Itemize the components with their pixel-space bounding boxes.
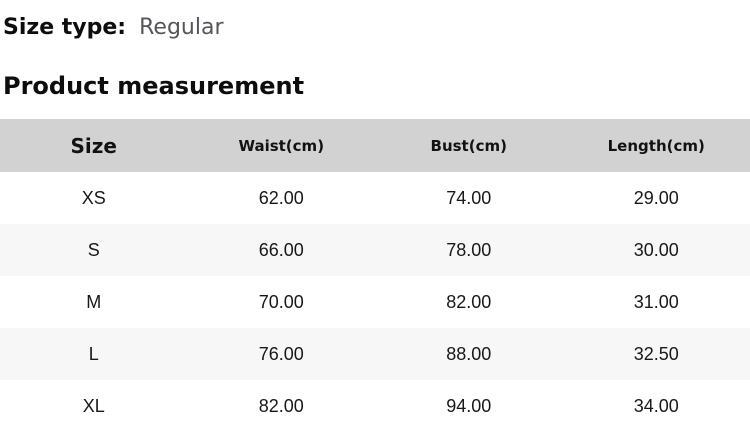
bust-cell: 78.00 xyxy=(446,239,492,260)
table-row-m: M 70.00 82.00 31.00 xyxy=(0,276,750,328)
size-type-row: Size type: Regular xyxy=(3,15,750,41)
size-cell: L xyxy=(88,343,99,364)
length-cell: 30.00 xyxy=(633,239,679,260)
bust-cell: 74.00 xyxy=(446,187,492,208)
waist-cell: 82.00 xyxy=(258,395,304,416)
size-cell: M xyxy=(86,291,102,312)
length-cell: 34.00 xyxy=(633,395,679,416)
bust-cell: 94.00 xyxy=(446,395,492,416)
table-row-l: L 76.00 88.00 32.50 xyxy=(0,328,750,380)
column-header-waist: Waist(cm) xyxy=(238,136,325,155)
measurement-table: Size Waist(cm) Bust(cm) Length(cm) XS 62… xyxy=(0,119,750,432)
table-header-row: Size Waist(cm) Bust(cm) Length(cm) xyxy=(0,119,750,172)
table-row-s: S 66.00 78.00 30.00 xyxy=(0,224,750,276)
column-header-size: Size xyxy=(70,133,117,158)
table-row-xs: XS 62.00 74.00 29.00 xyxy=(0,172,750,224)
table-row-xl: XL 82.00 94.00 34.00 xyxy=(0,380,750,432)
length-cell: 31.00 xyxy=(633,291,679,312)
waist-cell: 76.00 xyxy=(258,343,304,364)
size-cell: XL xyxy=(82,395,105,416)
bust-cell: 88.00 xyxy=(446,343,492,364)
column-header-length: Length(cm) xyxy=(607,136,705,155)
length-cell: 29.00 xyxy=(633,187,679,208)
size-type-value: Regular xyxy=(139,15,224,40)
waist-cell: 66.00 xyxy=(258,239,304,260)
waist-cell: 70.00 xyxy=(258,291,304,312)
product-measurement-title: Product measurement xyxy=(3,72,305,100)
size-cell: XS xyxy=(81,187,106,208)
length-cell: 32.50 xyxy=(633,343,679,364)
size-type-label: Size type: xyxy=(3,15,127,40)
bust-cell: 82.00 xyxy=(446,291,492,312)
waist-cell: 62.00 xyxy=(258,187,304,208)
column-header-bust: Bust(cm) xyxy=(430,136,507,155)
size-cell: S xyxy=(87,239,100,260)
